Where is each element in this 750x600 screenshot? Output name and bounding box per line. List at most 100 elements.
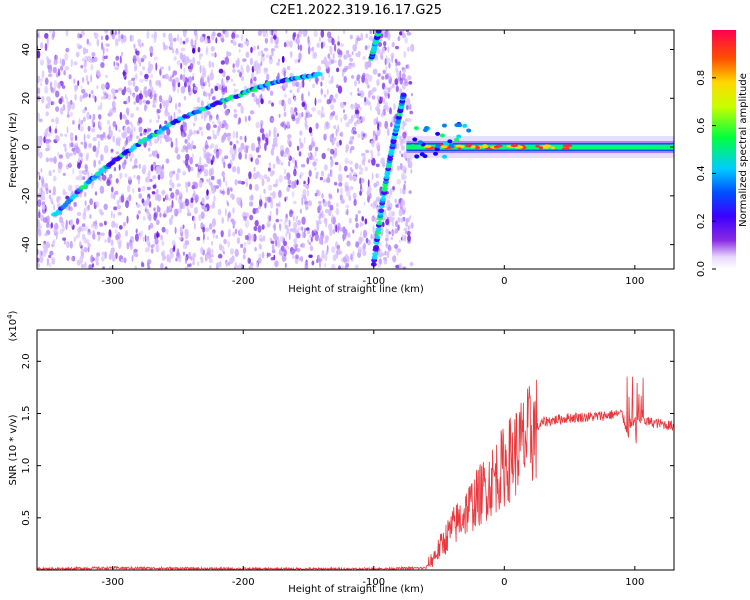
noise-speck <box>206 136 212 140</box>
noise-speck <box>160 234 164 241</box>
noise-speck <box>296 232 301 239</box>
noise-speck <box>214 85 219 92</box>
noise-speck <box>134 252 139 258</box>
noise-speck <box>153 161 156 167</box>
noise-speck <box>185 185 188 193</box>
noise-speck <box>42 243 46 249</box>
noise-speck <box>257 51 261 57</box>
noise-speck <box>42 204 46 211</box>
noise-speck <box>334 147 338 154</box>
noise-speck <box>402 120 406 126</box>
noise-speck <box>82 109 86 114</box>
noise-speck <box>352 130 357 135</box>
noise-speck <box>284 262 287 268</box>
noise-speck <box>270 48 276 52</box>
noise-speck <box>161 189 166 196</box>
noise-speck <box>38 151 43 159</box>
noise-speck <box>286 245 290 250</box>
noise-speck <box>198 214 202 221</box>
noise-speck <box>117 140 121 146</box>
noise-speck <box>38 192 43 198</box>
noise-speck <box>318 220 322 225</box>
noise-speck <box>359 221 362 228</box>
noise-speck <box>275 203 280 207</box>
noise-speck <box>367 60 372 68</box>
noise-speck <box>73 61 78 66</box>
noise-speck <box>148 169 151 177</box>
snr-y-scale-exponent: 4 <box>6 314 14 319</box>
noise-speck <box>140 58 145 63</box>
noise-speck <box>238 228 243 234</box>
noise-speck <box>249 201 254 207</box>
x-tick-label: -200 <box>232 577 255 588</box>
noise-speck <box>300 80 303 88</box>
noise-speck <box>191 153 194 159</box>
noise-speck <box>338 58 342 67</box>
noise-speck <box>55 106 60 112</box>
noise-speck <box>371 152 374 161</box>
noise-speck <box>313 30 318 38</box>
noise-speck <box>259 128 265 134</box>
noise-speck <box>37 87 41 95</box>
noise-speck <box>297 219 302 226</box>
noise-speck <box>385 233 390 239</box>
noise-speck <box>75 51 80 58</box>
noise-speck <box>333 137 337 141</box>
noise-speck <box>92 137 97 142</box>
noise-speck <box>325 249 329 255</box>
noise-speck <box>399 187 402 194</box>
noise-speck <box>37 262 41 268</box>
noise-speck <box>299 208 302 214</box>
noise-speck <box>179 37 183 45</box>
noise-speck <box>176 77 180 84</box>
noise-speck <box>394 244 399 249</box>
noise-speck <box>288 219 291 227</box>
noise-speck <box>324 122 327 131</box>
noise-speck <box>232 207 235 214</box>
noise-speck <box>90 254 94 263</box>
noise-speck <box>399 70 402 79</box>
noise-speck <box>296 88 300 93</box>
noise-speck <box>51 192 56 196</box>
noise-speck <box>265 137 269 146</box>
noise-speck <box>329 156 333 161</box>
noise-speck <box>268 162 271 167</box>
noise-speck <box>118 30 121 35</box>
noise-speck <box>245 51 250 58</box>
colorbar-tick-label: 0.2 <box>696 213 707 229</box>
noise-speck <box>223 251 225 255</box>
noise-speck <box>91 263 95 268</box>
noise-speck <box>273 254 276 261</box>
noise-speck <box>39 82 43 87</box>
noise-speck <box>403 50 407 59</box>
noise-speck <box>165 99 169 108</box>
noise-speck <box>365 73 369 78</box>
noise-speck <box>273 232 278 242</box>
noise-speck <box>290 107 294 116</box>
noise-speck <box>199 156 202 164</box>
noise-speck <box>188 251 192 260</box>
noise-speck <box>286 40 290 47</box>
noise-speck <box>364 96 367 103</box>
noise-speck <box>381 55 384 60</box>
noise-speck <box>320 240 324 245</box>
noise-speck <box>47 64 50 70</box>
noise-speck <box>242 58 247 62</box>
noise-speck <box>362 229 368 238</box>
noise-speck <box>83 68 87 74</box>
noise-speck <box>279 223 282 231</box>
x-tick-label: -100 <box>362 577 385 588</box>
noise-speck <box>230 193 234 199</box>
noise-speck <box>60 107 64 112</box>
noise-speck <box>202 33 206 38</box>
noise-speck <box>38 211 41 219</box>
noise-speck <box>193 86 198 91</box>
track-blob <box>371 255 378 260</box>
noise-speck <box>249 214 254 221</box>
noise-speck <box>237 102 242 107</box>
noise-speck <box>332 97 335 103</box>
noise-speck <box>133 164 138 169</box>
noise-speck <box>255 98 260 105</box>
noise-speck <box>272 137 278 146</box>
